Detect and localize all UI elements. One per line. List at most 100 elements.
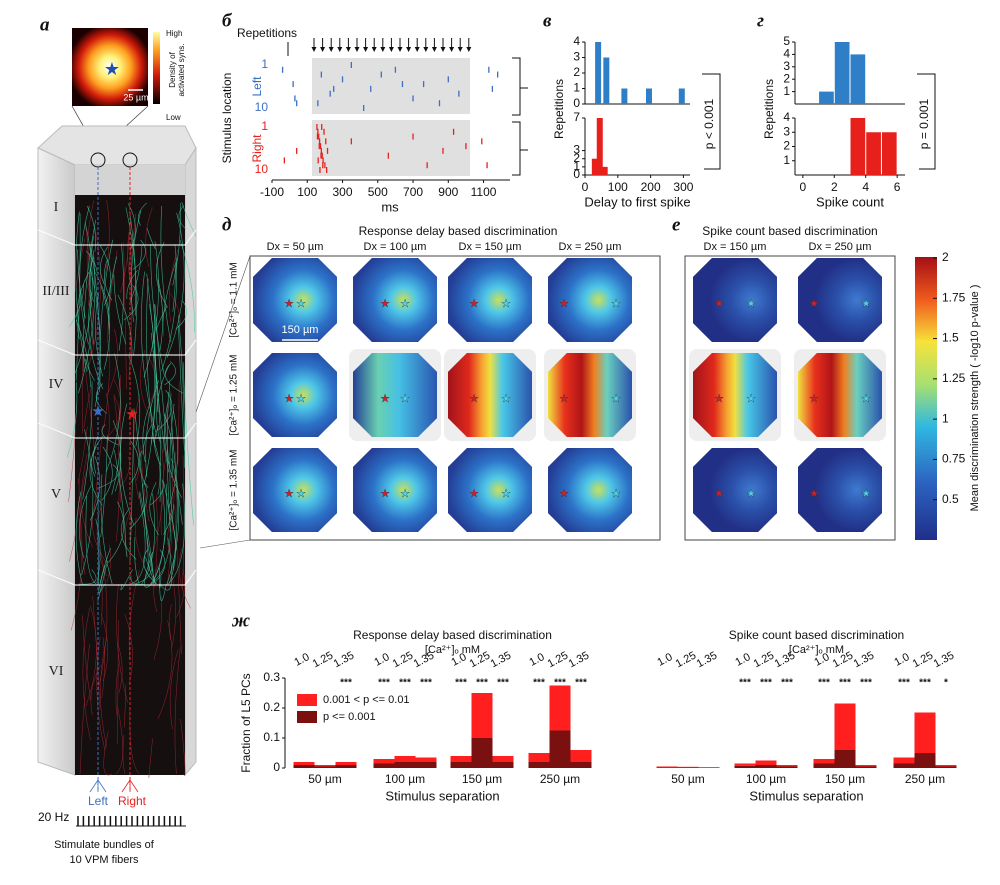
bar-segment (492, 756, 514, 762)
y-tick-label: 2 (573, 151, 580, 165)
neurite (179, 239, 195, 333)
x-tick-label: 2 (831, 180, 838, 194)
row-label: [Ca²⁺]ₒ = 1.1 mM (229, 262, 240, 337)
star: ★ (861, 488, 871, 500)
bar-segment (373, 763, 395, 768)
group-label: 50 µm (671, 772, 705, 786)
chart-subtitle: [Ca²⁺]ₒ mM (425, 644, 480, 656)
neurite (83, 384, 93, 428)
star: ★ (284, 393, 294, 405)
y-tick-label: 0.1 (263, 730, 280, 744)
neurite (120, 510, 137, 560)
neurite (169, 463, 173, 522)
neurite (150, 480, 171, 585)
heatmap (693, 258, 777, 342)
neurite (134, 537, 140, 585)
bar-segment (813, 759, 835, 764)
star: ★ (400, 393, 410, 405)
neurite (162, 257, 178, 322)
bar-segment (549, 685, 571, 731)
star: ★ (469, 488, 479, 500)
arrow-head (466, 47, 472, 52)
bar-segment (914, 753, 936, 768)
category-label: 1.35 (567, 650, 592, 671)
bar (881, 132, 897, 175)
bar-segment (450, 762, 472, 768)
neurite (178, 205, 187, 230)
x-axis-label: Stimulus separation (749, 788, 863, 803)
column-side (37, 147, 76, 776)
star: ★ (861, 298, 871, 310)
star: ★ (284, 488, 294, 500)
neurite (98, 551, 108, 689)
chart-title: Spike count based discrimination (729, 628, 904, 642)
group-label: 250 µm (540, 772, 580, 786)
bar-segment (776, 766, 798, 768)
colorbar-tick-label: 0.75 (942, 452, 966, 466)
category-label: 1.0 (372, 651, 391, 669)
star: ★ (296, 488, 306, 500)
neurite (164, 361, 176, 386)
stimulus-window (312, 120, 470, 176)
y-axis-label: Fraction of L5 PCs (239, 673, 253, 772)
x-tick-label: 0 (582, 180, 589, 194)
star: ★ (559, 393, 569, 405)
bar-segment (373, 759, 395, 764)
y-tick-label: 0 (573, 167, 580, 181)
y-tick-label: 3 (573, 50, 580, 64)
star: ★ (296, 298, 306, 310)
neurite (106, 328, 118, 395)
panel-label: б (222, 10, 233, 31)
panel-title: Spike count based discrimination (702, 224, 877, 238)
heatmap (798, 353, 882, 437)
left-label: Left (88, 794, 109, 808)
neurite (84, 358, 95, 381)
neurite (85, 250, 98, 273)
neurite (79, 644, 90, 775)
stimulus-train (76, 816, 186, 827)
neurite (153, 596, 163, 660)
neurite (85, 279, 94, 355)
neurite (172, 202, 181, 286)
neurite (139, 450, 149, 488)
y-tick-label: 5 (783, 34, 790, 48)
star: ★ (400, 298, 410, 310)
star: ★ (380, 488, 390, 500)
p-value: p < 0.001 (702, 98, 716, 149)
neurite (153, 565, 159, 612)
arrow-head (388, 47, 394, 52)
y-axis-label: Stimulus location (220, 73, 234, 164)
column-label: Dx = 150 µm (704, 241, 767, 253)
neurite (85, 226, 90, 307)
neurite (89, 456, 101, 521)
star: ★ (469, 298, 479, 310)
category-label: 1.0 (292, 651, 311, 669)
caption: 10 VPM fibers (69, 854, 139, 866)
star: ★ (714, 393, 724, 405)
neurite (92, 595, 101, 710)
chart-subtitle: [Ca²⁺]ₒ mM (789, 644, 844, 656)
y-axis-label: Repetitions (762, 79, 776, 139)
star: ★ (501, 488, 511, 500)
neurite (113, 274, 127, 345)
category-label: 1.35 (695, 650, 720, 671)
legend-swatch (297, 694, 317, 706)
neurite (168, 512, 176, 585)
bar (596, 118, 603, 175)
star: ★ (559, 488, 569, 500)
neurite (149, 303, 157, 445)
neurite (85, 605, 97, 707)
significance: *** (340, 678, 352, 689)
neurite (113, 394, 120, 542)
heatmap (448, 448, 532, 532)
heatmap (353, 258, 437, 342)
neurite (118, 243, 124, 351)
bar-segment (314, 765, 336, 767)
bar-segment (656, 766, 678, 768)
neurite (66, 382, 78, 458)
neurite (123, 284, 139, 321)
neurite (100, 576, 103, 626)
significance: *** (497, 678, 509, 689)
bar-segment (776, 765, 798, 767)
neurite (181, 201, 197, 237)
